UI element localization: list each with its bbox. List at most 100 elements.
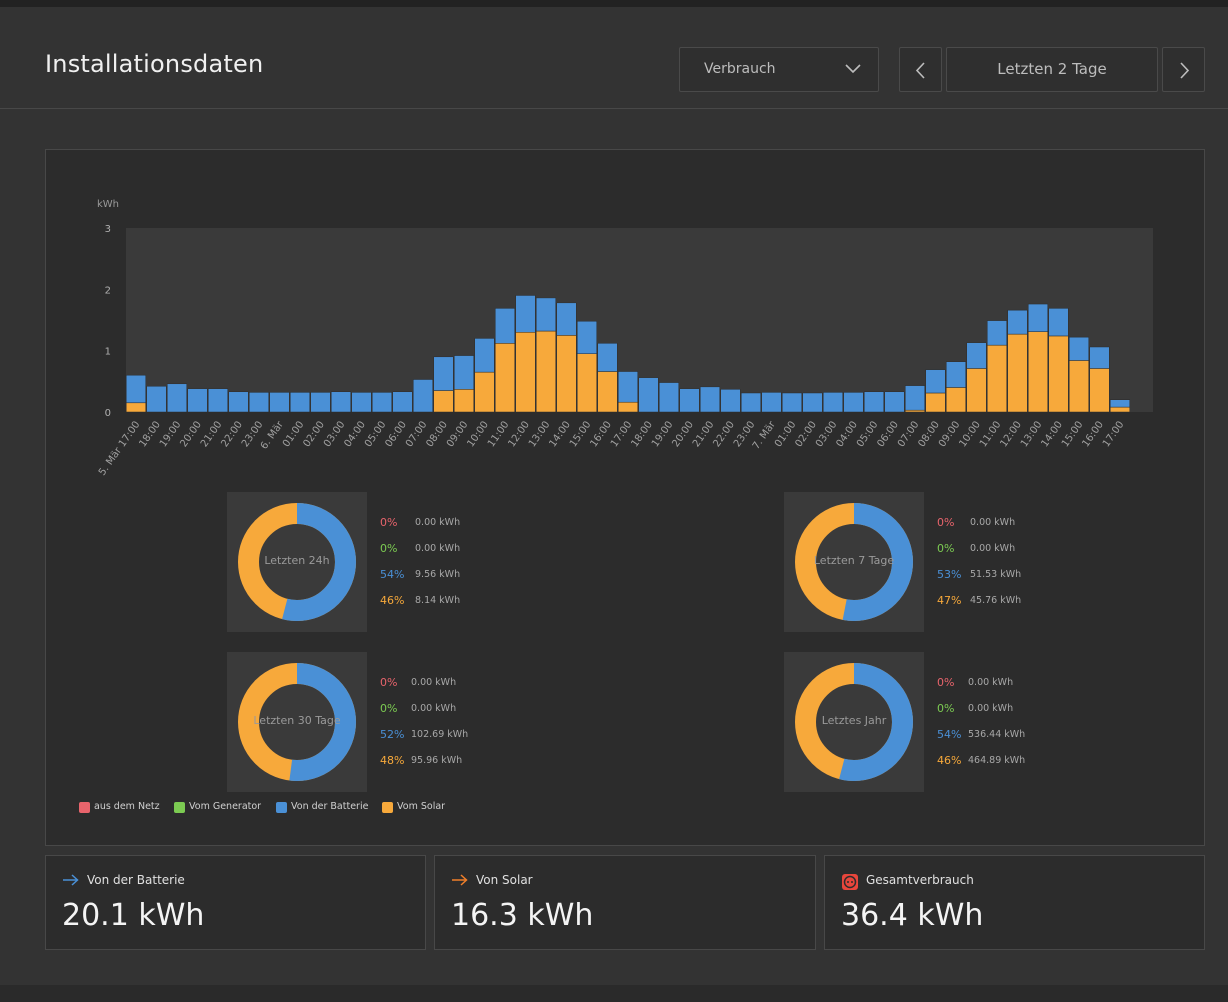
bar-battery[interactable] bbox=[495, 308, 515, 344]
bar-solar[interactable] bbox=[966, 368, 987, 413]
bar-battery[interactable] bbox=[597, 343, 618, 372]
bar-solar[interactable] bbox=[126, 402, 146, 413]
bar-battery[interactable] bbox=[433, 356, 454, 391]
stat-value: 51.53 kWh bbox=[970, 569, 1022, 580]
bar-battery[interactable] bbox=[331, 391, 351, 413]
bar-battery[interactable] bbox=[208, 388, 228, 413]
bar-solar[interactable] bbox=[454, 389, 474, 413]
donut-chart: Letzten 30 Tage bbox=[227, 652, 367, 792]
bar-battery[interactable] bbox=[351, 392, 372, 413]
bar-battery[interactable] bbox=[536, 297, 556, 332]
bar-battery[interactable] bbox=[290, 392, 310, 413]
bar-solar[interactable] bbox=[556, 335, 577, 413]
bar-battery[interactable] bbox=[577, 320, 597, 354]
bar-solar[interactable] bbox=[905, 409, 925, 413]
bar-battery[interactable] bbox=[761, 392, 782, 413]
bar-battery[interactable] bbox=[659, 382, 679, 413]
bar-battery[interactable] bbox=[946, 361, 966, 388]
bar-battery[interactable] bbox=[905, 385, 925, 411]
bar-battery[interactable] bbox=[310, 392, 331, 413]
bar-solar[interactable] bbox=[515, 332, 536, 413]
bar-solar[interactable] bbox=[577, 353, 597, 413]
bar-battery[interactable] bbox=[454, 355, 474, 390]
legend-swatch bbox=[79, 802, 90, 813]
bar-battery[interactable] bbox=[146, 385, 167, 413]
stat-row: 0% 0.00 kWh bbox=[380, 702, 500, 728]
donut-battery-segment[interactable] bbox=[238, 663, 356, 781]
type-dropdown[interactable]: Verbrauch bbox=[679, 47, 879, 92]
bar-battery[interactable] bbox=[618, 371, 638, 403]
bar-battery[interactable] bbox=[269, 392, 290, 413]
stat-percent: 46% bbox=[380, 594, 405, 607]
bar-solar[interactable] bbox=[1110, 406, 1130, 413]
bar-solar[interactable] bbox=[1048, 335, 1069, 413]
legend-label: Vom Solar bbox=[397, 801, 446, 812]
stat-row: 48% 95.96 kWh bbox=[380, 754, 500, 780]
stat-value: 102.69 kWh bbox=[411, 729, 469, 740]
bar-solar[interactable] bbox=[946, 387, 966, 413]
donut-battery-segment[interactable] bbox=[795, 503, 913, 621]
bar-battery[interactable] bbox=[126, 374, 146, 404]
bar-battery[interactable] bbox=[474, 338, 495, 373]
bar-battery[interactable] bbox=[515, 295, 536, 333]
bar-battery[interactable] bbox=[556, 302, 577, 336]
bar-battery[interactable] bbox=[1028, 303, 1048, 332]
bar-solar[interactable] bbox=[1089, 368, 1110, 413]
bar-battery[interactable] bbox=[720, 389, 741, 413]
legend-swatch bbox=[276, 802, 287, 813]
bar-battery[interactable] bbox=[1110, 399, 1130, 408]
stat-percent: 48% bbox=[380, 754, 405, 767]
bar-battery[interactable] bbox=[700, 386, 720, 413]
bar-battery[interactable] bbox=[638, 377, 659, 413]
bar-solar[interactable] bbox=[536, 330, 556, 413]
bar-solar[interactable] bbox=[925, 392, 946, 413]
bar-solar[interactable] bbox=[618, 401, 638, 413]
stat-percent: 0% bbox=[937, 542, 955, 555]
bar-solar[interactable] bbox=[1028, 331, 1048, 413]
bar-battery[interactable] bbox=[228, 391, 249, 413]
bar-solar[interactable] bbox=[1007, 333, 1028, 413]
bar-solar[interactable] bbox=[1069, 360, 1089, 413]
card-value: 36.4 kWh bbox=[841, 898, 984, 933]
bar-battery[interactable] bbox=[392, 391, 413, 413]
previous-period-button[interactable] bbox=[899, 47, 942, 92]
bar-battery[interactable] bbox=[741, 392, 761, 413]
bar-battery[interactable] bbox=[1048, 308, 1069, 337]
next-period-button[interactable] bbox=[1162, 47, 1205, 92]
bar-solar[interactable] bbox=[474, 371, 495, 413]
bar-battery[interactable] bbox=[987, 320, 1007, 346]
bar-battery[interactable] bbox=[372, 392, 392, 413]
bar-battery[interactable] bbox=[966, 342, 987, 369]
period-range-label[interactable]: Letzten 2 Tage bbox=[946, 47, 1158, 92]
y-tick-label: 0 bbox=[105, 408, 111, 419]
bar-battery[interactable] bbox=[249, 392, 269, 413]
bar-solar[interactable] bbox=[433, 390, 454, 413]
bar-battery[interactable] bbox=[1089, 346, 1110, 369]
bar-battery[interactable] bbox=[1007, 309, 1028, 335]
chevron-down-icon bbox=[845, 64, 861, 74]
bar-battery[interactable] bbox=[843, 392, 864, 413]
donut-battery-segment[interactable] bbox=[238, 503, 356, 621]
bar-battery[interactable] bbox=[884, 391, 905, 413]
bar-battery[interactable] bbox=[802, 392, 823, 413]
legend-label: aus dem Netz bbox=[94, 801, 160, 812]
stat-row: 46% 8.14 kWh bbox=[380, 594, 500, 620]
bar-battery[interactable] bbox=[925, 369, 946, 394]
bar-battery[interactable] bbox=[1069, 336, 1089, 361]
bar-battery[interactable] bbox=[679, 388, 700, 413]
bar-battery[interactable] bbox=[187, 388, 208, 413]
bar-battery[interactable] bbox=[823, 392, 843, 413]
donut-battery-segment[interactable] bbox=[795, 663, 913, 781]
donut-chart: Letzten 24h bbox=[227, 492, 367, 632]
donut-ring bbox=[238, 663, 356, 781]
bar-battery[interactable] bbox=[782, 392, 802, 413]
bar-solar[interactable] bbox=[987, 344, 1007, 413]
bar-solar[interactable] bbox=[597, 371, 618, 413]
bar-battery[interactable] bbox=[864, 391, 884, 413]
bar-battery[interactable] bbox=[167, 383, 187, 413]
bar-solar[interactable] bbox=[495, 343, 515, 413]
card-label: Von der Batterie bbox=[87, 873, 185, 887]
bar-battery[interactable] bbox=[413, 379, 433, 413]
summary-card: Gesamtverbrauch 36.4 kWh bbox=[824, 855, 1205, 950]
